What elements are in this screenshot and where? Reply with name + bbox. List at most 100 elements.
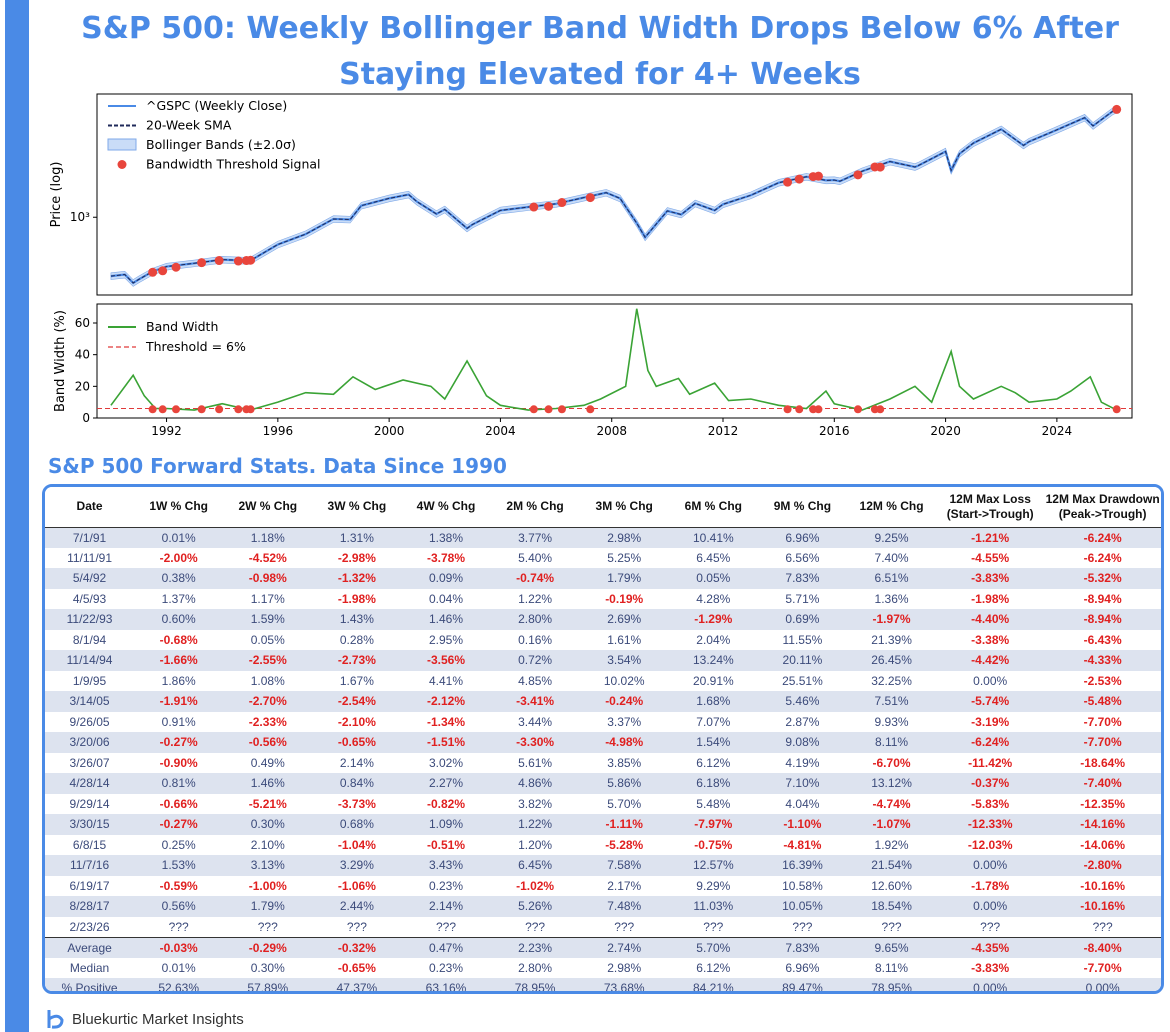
table-cell: 3.37% — [579, 711, 669, 732]
price-plot-frame — [96, 93, 1133, 296]
table-cell: 25.51% — [757, 670, 847, 691]
table-row: 4/5/93 1.37% 1.17% -1.98% 0.04% 1.22% -0.19% 4.… — [45, 588, 1161, 609]
table-cell: 1.18% — [223, 527, 313, 548]
table-cell: 0.16% — [490, 629, 580, 650]
table-row: 1/9/95 1.86% 1.08% 1.67% 4.41% 4.85% 10.02% 20.… — [45, 670, 1161, 691]
bw-signal-point — [783, 405, 792, 414]
table-cell: 0.23% — [401, 875, 491, 896]
table-cell: 2.14% — [401, 896, 491, 917]
table-cell: -5.32% — [1044, 568, 1161, 589]
bw-signal-point — [1112, 405, 1121, 414]
table-cell: -3.19% — [936, 711, 1045, 732]
table-cell: -0.56% — [223, 732, 313, 753]
bw-signal-point — [814, 405, 823, 414]
price-signal-point — [813, 171, 823, 181]
row-label-cell: 6/8/15 — [45, 834, 135, 855]
bw-signal-point — [529, 405, 538, 414]
table-cell: 0.25% — [134, 834, 224, 855]
table-row: 3/30/15 -0.27% 0.30% 0.68% 1.09% 1.22% -1.11% -… — [45, 814, 1161, 835]
table-cell: 3.29% — [312, 855, 402, 876]
bw-signal-point — [215, 405, 224, 414]
table-cell: 52.63% — [134, 978, 224, 991]
legend-label-3: Bandwidth Threshold Signal — [146, 157, 321, 172]
table-cell: 1.79% — [223, 896, 313, 917]
table-cell: 9.25% — [846, 527, 937, 548]
bw-ytick-label: 60 — [75, 316, 90, 330]
table-cell: -4.33% — [1044, 650, 1161, 671]
table-cell: -1.32% — [312, 568, 402, 589]
table-cell: 3.82% — [490, 793, 580, 814]
table-cell: 78.95% — [846, 978, 937, 991]
table-cell: 7.10% — [757, 773, 847, 794]
table-cell: 4.41% — [401, 670, 491, 691]
price-signal-point — [158, 266, 168, 276]
table-cell: 4.85% — [490, 670, 580, 691]
table-cell: 7.40% — [846, 547, 937, 568]
section-title: S&P 500 Forward Stats. Data Since 1990 — [48, 454, 507, 478]
table-cell: -3.83% — [936, 957, 1045, 978]
table-cell: 20.11% — [757, 650, 847, 671]
price-chart: 10³ Price (log) ^GSPC (Weekly Close) 20-Wee… — [49, 93, 1133, 296]
table-cell: 5.70% — [579, 793, 669, 814]
table-cell: 12.60% — [846, 875, 937, 896]
row-label-cell: 4/5/93 — [45, 588, 135, 609]
table-row: Median 0.01% 0.30% -0.65% 0.23% 2.80% 2.98% 6.1… — [45, 957, 1161, 978]
table-cell: 1.61% — [579, 629, 669, 650]
table-cell: 6.56% — [757, 547, 847, 568]
table-row: 11/11/91 -2.00% -4.52% -2.98% -3.78% 5.40% 5.2… — [45, 547, 1161, 568]
table-cell: 78.95% — [490, 978, 580, 991]
table-cell: 1.31% — [312, 527, 402, 548]
table-cell: -0.65% — [312, 732, 402, 753]
table-cell: -0.65% — [312, 957, 402, 978]
table-cell: ??? — [846, 916, 937, 937]
table-cell: -8.40% — [1044, 936, 1161, 958]
table-cell: -2.55% — [223, 650, 313, 671]
table-row: % Positive 52.63% 57.89% 47.37% 63.16% 78.95%… — [45, 978, 1161, 991]
table-row: 2/23/26????????????????????????????????? — [45, 916, 1161, 937]
table-cell: 0.23% — [401, 957, 491, 978]
table-cell: -6.24% — [936, 732, 1045, 753]
table-cell: -1.00% — [223, 875, 313, 896]
row-label-cell: Average — [45, 936, 135, 958]
table-cell: ??? — [579, 916, 669, 937]
row-label-cell: 11/14/94 — [45, 650, 135, 671]
table-cell: -2.33% — [223, 711, 313, 732]
table-cell: 1.38% — [401, 527, 491, 548]
table-cell: 1.46% — [401, 609, 491, 630]
table-cell: 0.00% — [1044, 978, 1161, 991]
table-cell: -2.73% — [312, 650, 402, 671]
table-cell: 84.21% — [668, 978, 758, 991]
table-cell: -2.98% — [312, 547, 402, 568]
row-label-cell: 3/30/15 — [45, 814, 135, 835]
bw-legend-label-0: Band Width — [146, 319, 218, 334]
table-cell: 2.69% — [579, 609, 669, 630]
table-cell: 7.51% — [846, 691, 937, 712]
table-cell: ??? — [1044, 916, 1161, 937]
row-label-cell: 2/23/26 — [45, 916, 135, 937]
table-cell: -3.78% — [401, 547, 491, 568]
table-cell: 6.96% — [757, 527, 847, 548]
bw-ytick-label: 40 — [75, 348, 90, 362]
table-cell: 4.19% — [757, 752, 847, 773]
table-cell: -7.70% — [1044, 732, 1161, 753]
table-cell: 3.02% — [401, 752, 491, 773]
column-header: 2W % Chg — [223, 487, 313, 528]
table-cell: 3.85% — [579, 752, 669, 773]
column-header: 9M % Chg — [757, 487, 847, 528]
table-cell: 5.48% — [668, 793, 758, 814]
table-cell: 6.45% — [668, 547, 758, 568]
row-label-cell: 7/1/91 — [45, 527, 135, 548]
row-label-cell: % Positive — [45, 978, 135, 991]
table-cell: 0.68% — [312, 814, 402, 835]
column-header: 3W % Chg — [312, 487, 402, 528]
table-cell: -0.32% — [312, 936, 402, 958]
table-cell: 6.12% — [668, 752, 758, 773]
table-cell: 5.46% — [757, 691, 847, 712]
table-cell: -5.74% — [936, 691, 1045, 712]
table-cell: 32.25% — [846, 670, 937, 691]
table-cell: 7.83% — [757, 568, 847, 589]
table-cell: ??? — [936, 916, 1045, 937]
table-row: 4/28/14 0.81% 1.46% 0.84% 2.27% 4.86% 5.86% 6.1… — [45, 773, 1161, 794]
xtick-label: 2012 — [708, 424, 739, 438]
table-cell: 0.09% — [401, 568, 491, 589]
